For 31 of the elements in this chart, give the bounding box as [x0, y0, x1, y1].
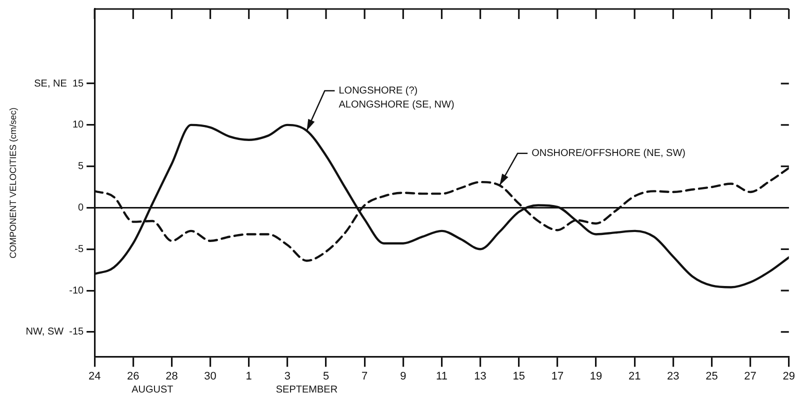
x-tick-label: 5 — [322, 370, 330, 382]
x-tick-label: 21 — [628, 370, 641, 382]
x-tick-label: 3 — [284, 370, 291, 382]
x-tick-label: 1 — [246, 370, 252, 382]
y-tick-label: 5 — [78, 161, 84, 172]
x-tick-label: 28 — [166, 370, 178, 382]
x-tick-label: 30 — [204, 370, 216, 382]
y-tick-label: -10 — [69, 285, 84, 296]
annotation: LONGSHORE (?) ALONGSHORE (SE, NW) — [338, 85, 454, 110]
annotation: ONSHORE/OFFSHORE (NE, SW) — [532, 148, 686, 160]
y-axis-title: COMPONENT VELOCITIES (cm/sec) — [8, 107, 18, 258]
x-tick-label: 13 — [474, 370, 486, 382]
x-tick-label: 24 — [88, 370, 101, 382]
y-tick-label: 10 — [72, 120, 84, 131]
text: SEPTEMBER — [276, 384, 338, 396]
x-tick-label: 17 — [551, 370, 564, 382]
y-tick-label: 0 — [78, 202, 84, 214]
x-tick-label: 7 — [362, 370, 368, 382]
x-tick-label: 25 — [706, 370, 718, 382]
x-tick-label: 23 — [667, 370, 680, 382]
x-tick-label: 19 — [590, 370, 602, 382]
y-tick-label: NW, SW -15 — [26, 326, 84, 338]
text: AUGUST — [132, 384, 174, 396]
x-tick-label: 29 — [782, 370, 796, 382]
x-tick-label: 27 — [744, 370, 756, 382]
x-tick-label: 15 — [512, 370, 525, 382]
x-tick-label: 9 — [400, 370, 406, 382]
x-tick-label: 26 — [127, 370, 140, 382]
y-tick-label: SE, NE 15 — [34, 78, 84, 90]
x-tick-label: 11 — [436, 370, 448, 382]
y-tick-label: -5 — [74, 244, 84, 255]
